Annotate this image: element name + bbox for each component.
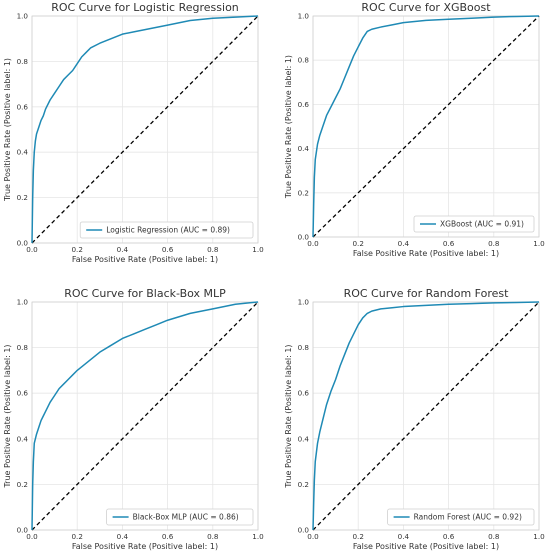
chart-2-y-tick-label: 0.6: [298, 100, 310, 109]
chart-4-y-tick-label: 0.8: [298, 343, 310, 352]
chart-2-chance-line: [312, 15, 540, 238]
chart-3-y-tick-label: 0.0: [17, 526, 29, 535]
chart-4-x-tick-label: 0.2: [352, 532, 363, 541]
chart-4-x-tick-label: 1.0: [533, 532, 545, 541]
chart-3-x-tick-label: 0.8: [207, 532, 219, 541]
chart-2-x-tick-label: 0.8: [488, 239, 500, 248]
chart-4-chance-line: [312, 301, 540, 531]
chart-2-x-axis-label: False Positive Rate (Positive label: 1): [353, 249, 499, 258]
chart-panel-4: 0.0 0.2 0.4 0.6 0.8 1.0 0.0 0.2 0.4 0.6 0.8 1.0 ROC …: [284, 287, 545, 551]
chart-3-y-axis-label: True Positive Rate (Positive label: 1): [3, 344, 12, 488]
chart-1-y-tick-label: 0.8: [17, 57, 29, 66]
chart-3-legend: Black-Box MLP (AUC = 0.86): [106, 508, 254, 526]
chart-2-x-tick-label: 1.0: [533, 239, 545, 248]
chart-2-x-tick-label: 0.6: [443, 239, 455, 248]
chart-2-legend-box: [413, 215, 535, 233]
chart-4-y-tick-label: 0.0: [298, 526, 310, 535]
chart-3-y-tick-label: 1.0: [17, 298, 29, 307]
chart-1-x-tick-label: 0.0: [26, 245, 38, 254]
chart-4-roc-curve: [312, 301, 540, 531]
chart-panel-2: 0.0 0.2 0.4 0.6 0.8 1.0 0.0 0.2 0.4 0.6 0.8 1.0 ROC …: [284, 1, 545, 258]
chart-1-chance-line: [31, 15, 259, 244]
chart-panel-1: 0.0 0.2 0.4 0.6 0.8 1.0 0.0 0.2 0.4 0.6 0.8 1.0 ROC …: [3, 1, 264, 264]
chart-1-y-tick-label: 0.6: [17, 102, 29, 111]
chart-1-x-tick-label: 1.0: [252, 245, 264, 254]
chart-4-legend: Random Forest (AUC = 0.92): [387, 508, 535, 526]
chart-2-y-tick-label: 0.2: [298, 188, 309, 197]
chart-2-y-tick-label: 1.0: [298, 12, 310, 21]
chart-1-y-tick-label: 0.2: [17, 193, 28, 202]
chart-4-x-tick-label: 0.4: [398, 532, 410, 541]
chart-1-x-tick-label: 0.6: [162, 245, 174, 254]
chart-4-x-axis-label: False Positive Rate (Positive label: 1): [353, 542, 499, 551]
chart-1-title: ROC Curve for Logistic Regression: [51, 1, 239, 14]
chart-1-legend-label: Logistic Regression (AUC = 0.89): [106, 226, 230, 235]
chart-4-y-tick-label: 0.6: [298, 389, 310, 398]
chart-2-y-tick-label: 0.8: [298, 56, 310, 65]
chart-1-y-tick-label: 0.0: [17, 239, 29, 248]
chart-2-y-tick-label: 0.0: [298, 233, 310, 242]
chart-3-roc-curve: [31, 301, 259, 531]
chart-2-title: ROC Curve for XGBoost: [361, 1, 491, 14]
chart-2-y-axis-label: True Positive Rate (Positive label: 1): [284, 55, 293, 199]
chart-4-y-tick-label: 1.0: [298, 298, 310, 307]
chart-panel-3: 0.0 0.2 0.4 0.6 0.8 1.0 0.0 0.2 0.4 0.6 0.8 1.0 ROC …: [3, 287, 264, 551]
chart-3-y-tick-label: 0.8: [17, 343, 29, 352]
chart-2-y-tick-label: 0.4: [298, 144, 310, 153]
chart-1-plot-frame: [31, 15, 259, 244]
chart-4-legend-box: [387, 508, 535, 526]
chart-2-x-tick-label: 0.4: [398, 239, 410, 248]
chart-3-plot-frame: [31, 301, 259, 531]
chart-1-y-tick-label: 0.4: [17, 148, 29, 157]
chart-1-roc-curve: [31, 15, 259, 244]
chart-3-title: ROC Curve for Black-Box MLP: [64, 287, 226, 300]
chart-1-y-axis-label: True Positive Rate (Positive label: 1): [3, 58, 12, 202]
chart-1-legend: Logistic Regression (AUC = 0.89): [79, 221, 254, 239]
chart-3-x-tick-label: 0.2: [71, 532, 82, 541]
chart-3-y-tick-label: 0.4: [17, 434, 29, 443]
chart-1-x-tick-label: 0.8: [207, 245, 219, 254]
chart-4-title: ROC Curve for Random Forest: [344, 287, 510, 300]
chart-1-x-tick-label: 0.4: [117, 245, 129, 254]
chart-3-x-tick-label: 0.6: [162, 532, 174, 541]
chart-4-legend-label: Random Forest (AUC = 0.92): [414, 513, 522, 522]
chart-3-x-tick-label: 0.4: [117, 532, 129, 541]
chart-3-x-axis-label: False Positive Rate (Positive label: 1): [72, 542, 218, 551]
chart-4-x-tick-label: 0.8: [488, 532, 500, 541]
chart-3-y-tick-label: 0.2: [17, 480, 28, 489]
chart-4-y-tick-label: 0.4: [298, 434, 310, 443]
chart-1-y-tick-label: 1.0: [17, 12, 29, 21]
chart-2-plot-frame: [312, 15, 540, 238]
chart-1-legend-box: [79, 221, 254, 239]
chart-2-legend: XGBoost (AUC = 0.91): [413, 215, 535, 233]
chart-4-plot-frame: [312, 301, 540, 531]
chart-2-x-tick-label: 0.2: [352, 239, 363, 248]
chart-3-legend-label: Black-Box MLP (AUC = 0.86): [133, 513, 239, 522]
chart-4-x-tick-label: 0.0: [307, 532, 319, 541]
chart-3-legend-box: [106, 508, 254, 526]
chart-1-x-axis-label: False Positive Rate (Positive label: 1): [72, 255, 218, 264]
chart-3-chance-line: [31, 301, 259, 531]
chart-3-x-tick-label: 1.0: [252, 532, 264, 541]
chart-4-x-tick-label: 0.6: [443, 532, 455, 541]
chart-3-y-tick-label: 0.6: [17, 389, 29, 398]
chart-1-x-tick-label: 0.2: [71, 245, 82, 254]
chart-2-roc-curve: [312, 15, 540, 238]
chart-3-x-tick-label: 0.0: [26, 532, 38, 541]
chart-2-legend-label: XGBoost (AUC = 0.91): [440, 220, 524, 229]
chart-4-y-axis-label: True Positive Rate (Positive label: 1): [284, 344, 293, 488]
chart-2-x-tick-label: 0.0: [307, 239, 319, 248]
chart-4-y-tick-label: 0.2: [298, 480, 309, 489]
